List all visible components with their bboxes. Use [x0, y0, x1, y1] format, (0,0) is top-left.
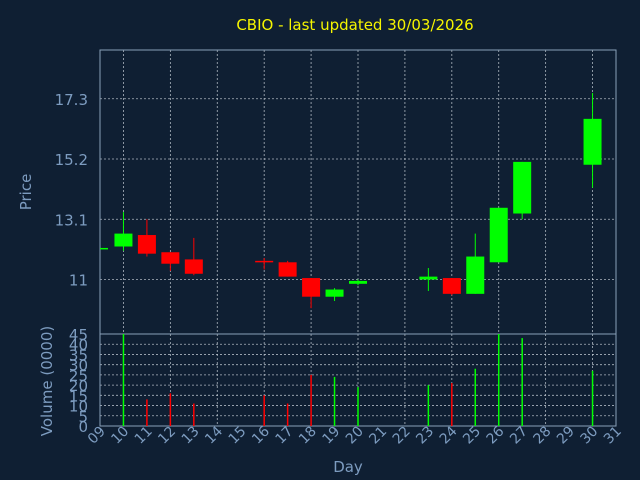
- volume-tick-label: 25: [69, 367, 88, 385]
- day-tick-label: 17: [273, 424, 297, 448]
- price-gridlines: [100, 50, 616, 334]
- price-tick-label: 17.3: [55, 91, 88, 109]
- day-tick-label: 27: [507, 424, 531, 448]
- price-tick-labels: 11 13.1 15.2 17.3: [55, 91, 88, 290]
- day-tick-label: 19: [319, 424, 343, 448]
- price-tick-label: 15.2: [55, 151, 88, 169]
- volume-tick-label: 5: [78, 408, 88, 426]
- candle-body: [489, 207, 508, 263]
- volume-bar: [357, 387, 359, 426]
- day-tick-label: 30: [577, 424, 601, 448]
- price-candles: [100, 93, 602, 309]
- candle-body: [100, 247, 108, 250]
- candle-body: [513, 161, 532, 214]
- day-tick-label: 09: [85, 424, 109, 448]
- day-tick-label: 20: [343, 424, 367, 448]
- volume-bar: [333, 376, 336, 426]
- candle-body: [325, 289, 344, 297]
- candle-body: [137, 235, 156, 254]
- volume-tick-label: 15: [69, 387, 88, 405]
- candle-body: [442, 278, 461, 294]
- day-tick-label: 25: [460, 424, 484, 448]
- volume-tick-label: 30: [69, 357, 88, 375]
- day-tick-label: 24: [437, 423, 461, 447]
- price-tick-label: 13.1: [55, 211, 88, 229]
- volume-bar: [427, 385, 430, 426]
- candle-body: [466, 256, 485, 294]
- volume-bar: [474, 368, 477, 426]
- volume-tick-label: 45: [69, 326, 88, 344]
- volume-bar: [451, 383, 453, 426]
- x-axis-label: Day: [333, 458, 363, 476]
- day-tick-label: 18: [296, 424, 320, 448]
- candle-body: [255, 260, 274, 263]
- volume-bar: [193, 403, 195, 426]
- day-tick-label: 28: [531, 424, 555, 448]
- volume-bar: [263, 395, 265, 426]
- day-tick-label: 29: [554, 424, 578, 448]
- day-tick-label: 26: [484, 423, 508, 447]
- volume-bars: [122, 334, 594, 426]
- volume-bar: [122, 334, 125, 426]
- candle-body: [349, 280, 367, 284]
- candle-body: [278, 262, 297, 277]
- volume-bar: [497, 334, 500, 426]
- day-tick-label: 10: [108, 424, 132, 448]
- volume-bar: [310, 374, 312, 426]
- candle-body: [583, 118, 602, 165]
- volume-tick-label: 20: [69, 377, 88, 395]
- volume-bar: [169, 393, 172, 426]
- day-tick-label: 14: [202, 423, 226, 447]
- volume-axis-label: Volume (0000): [38, 326, 56, 436]
- day-tick-label: 23: [413, 424, 437, 448]
- volume-bar: [521, 338, 523, 426]
- day-tick-label: 22: [390, 424, 414, 448]
- volume-tick-label: 35: [69, 346, 88, 364]
- volume-bar: [286, 403, 289, 426]
- candle-body: [184, 259, 203, 274]
- candle-body: [161, 252, 180, 264]
- volume-tick-label: 10: [69, 398, 88, 416]
- volume-tick-label: 40: [69, 336, 88, 354]
- price-axis-label: Price: [17, 174, 35, 211]
- day-tick-label: 13: [179, 424, 203, 448]
- chart-title: CBIO - last updated 30/03/2026: [236, 16, 473, 34]
- day-tick-label: 15: [226, 424, 250, 448]
- candle-body: [302, 278, 321, 297]
- candle-body: [114, 233, 133, 247]
- volume-tick-label: 0: [78, 418, 88, 436]
- day-tick-label: 16: [249, 423, 273, 447]
- day-tick-label: 21: [366, 424, 390, 448]
- volume-bar: [591, 370, 594, 426]
- day-tick-labels: 09 10 11 12 13 14 15 16 17 18 19 20 21 22 23 24 25 26 27 28…: [85, 423, 625, 447]
- day-tick-label: 11: [132, 424, 156, 448]
- day-tick-label: 31: [601, 424, 625, 448]
- price-tick-label: 11: [69, 271, 88, 289]
- day-tick-label: 12: [155, 424, 179, 448]
- volume-bar: [146, 399, 148, 426]
- candle-body: [419, 276, 438, 280]
